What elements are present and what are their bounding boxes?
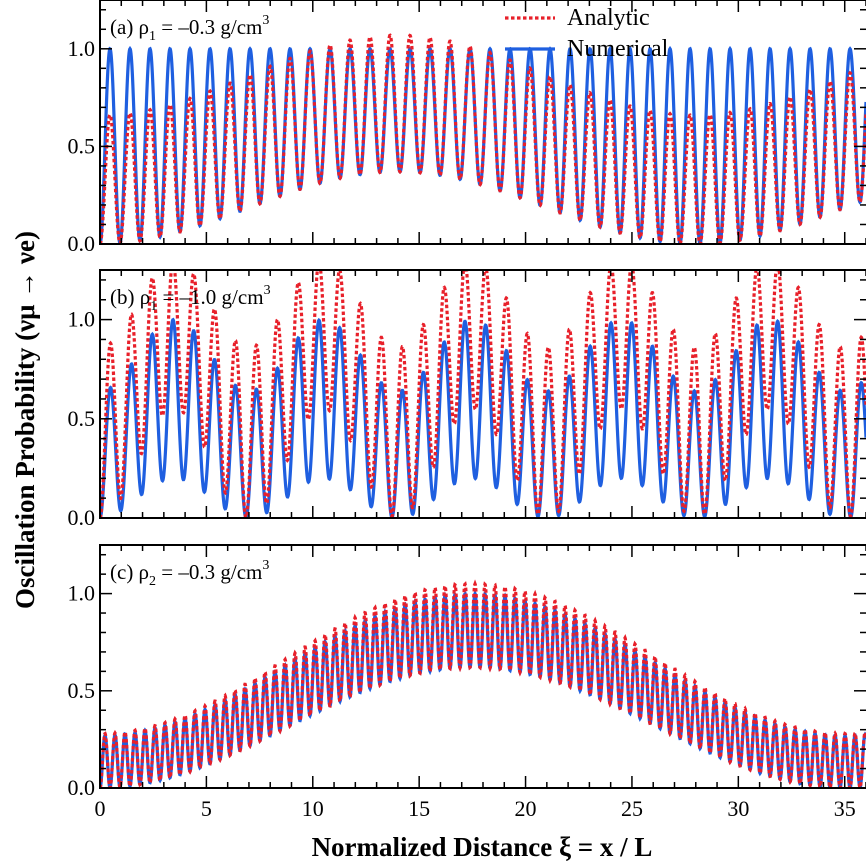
panel-frame-b xyxy=(99,269,866,519)
x-tick-label: 20 xyxy=(515,796,537,821)
y-tick-label: 0.5 xyxy=(68,678,96,703)
numerical-series-b xyxy=(100,317,866,518)
panel-a: 0.0 0.5 1.0 (a) ρ1 = –0.3 g/cm3 xyxy=(68,0,866,256)
legend: Analytic Numerical xyxy=(505,5,669,62)
y-tick-label: 0.5 xyxy=(68,406,96,431)
x-tick-label: 10 xyxy=(302,796,324,821)
legend-label-numerical: Numerical xyxy=(567,36,669,62)
y-tick-label: 0.0 xyxy=(68,775,96,800)
legend-label-analytic: Analytic xyxy=(567,5,650,31)
y-tick-label: 1.0 xyxy=(68,307,96,332)
y-tick-label: 0.5 xyxy=(68,133,96,158)
y-tick-label: 0.0 xyxy=(68,231,96,256)
panel-frame-c xyxy=(99,544,866,789)
panel-c: 0.0 0.5 1.0 (c) ρ2 = –0.3 g/cm3 xyxy=(68,544,866,800)
y-tick-label: 1.0 xyxy=(68,581,96,606)
curves-b xyxy=(100,270,866,518)
panel-b: 0.0 0.5 1.0 (b) ρ1 = –1.0 g/cm3 xyxy=(68,269,866,530)
panel-label-b: (b) ρ1 = –1.0 g/cm3 xyxy=(110,283,271,314)
panel-label-a: (a) ρ1 = –0.3 g/cm3 xyxy=(110,13,269,44)
y-tick-label: 1.0 xyxy=(68,36,96,61)
panel-frame-a xyxy=(99,0,866,245)
x-tick-label: 35 xyxy=(834,796,856,821)
x-tick-label: 0 xyxy=(95,796,106,821)
y-axis-title: Oscillation Probability (νμ → νe) xyxy=(10,231,40,609)
curves-c xyxy=(100,579,866,788)
x-tick-label: 25 xyxy=(621,796,643,821)
y-tick-label: 0.0 xyxy=(68,505,96,530)
analytic-series-c xyxy=(100,579,866,788)
panel-label-c: (c) ρ2 = –0.3 g/cm3 xyxy=(110,558,269,589)
x-tick-label: 5 xyxy=(201,796,212,821)
x-axis-title: Normalized Distance ξ = x / L xyxy=(312,832,653,862)
x-tick-label: 30 xyxy=(727,796,749,821)
x-tick-label: 15 xyxy=(408,796,430,821)
curves-a xyxy=(100,33,866,244)
panels: 0.0 0.5 1.0 (a) ρ1 = –0.3 g/cm3 0.0 0.5 1.0 (b)… xyxy=(68,0,866,821)
analytic-series-a xyxy=(100,33,866,244)
